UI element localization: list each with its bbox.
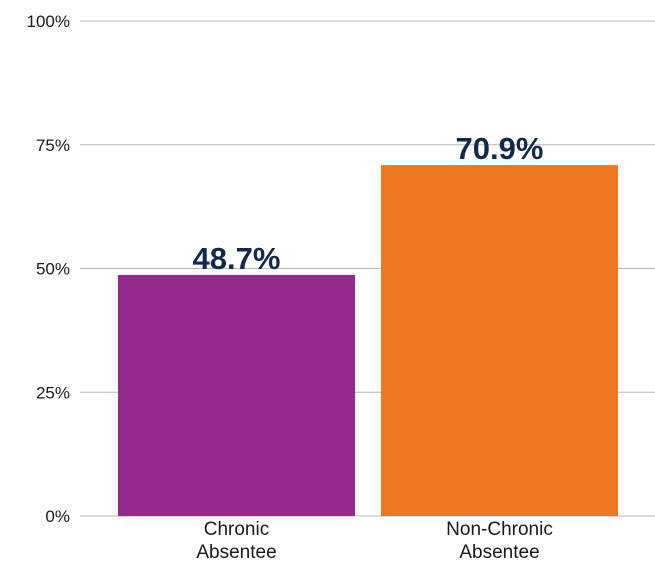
bar-value-label: 70.9% <box>456 131 544 166</box>
x-category-label: Non-Chronic <box>446 519 553 540</box>
x-category-label: Absentee <box>196 542 276 563</box>
bar-value-label: 48.7% <box>193 241 281 276</box>
bar-value-labels: 48.7% 70.9% <box>193 131 544 276</box>
y-tick-label: 0% <box>45 507 70 526</box>
y-tick-label: 100% <box>27 12 70 31</box>
bar-0 <box>118 274 355 516</box>
y-axis-tick-labels: 0% 25% 50% 75% 100% <box>27 12 70 526</box>
bars <box>118 165 618 517</box>
bar-1 <box>381 165 618 517</box>
y-tick-label: 25% <box>36 383 70 402</box>
x-category-label: Chronic <box>204 519 269 540</box>
y-tick-label: 50% <box>36 260 70 279</box>
y-tick-label: 75% <box>36 136 70 155</box>
x-category-label: Absentee <box>459 542 539 563</box>
